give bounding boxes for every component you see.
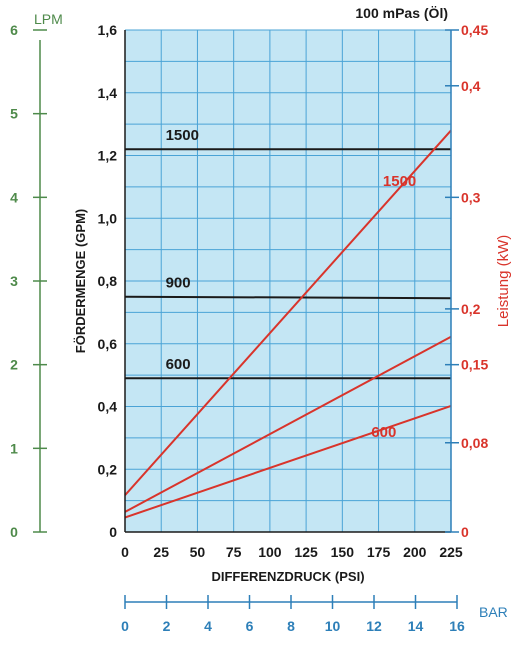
bar-tick-label: 2 (163, 618, 171, 634)
bar-tick-label: 8 (287, 618, 295, 634)
y2-tick-label: 0,45 (461, 22, 488, 38)
lpm-tick-label: 0 (10, 524, 18, 540)
lpm-tick-label: 4 (10, 189, 18, 205)
y-tick-label: 1,6 (98, 22, 118, 38)
x-tick-label: 125 (294, 544, 318, 560)
power-series-label: 600 (371, 424, 396, 441)
y-tick-label: 0,6 (98, 336, 118, 352)
x-tick-label: 75 (226, 544, 242, 560)
y-tick-label: 1,0 (98, 210, 118, 226)
y-tick-label: 0,2 (98, 461, 118, 477)
x-tick-label: 25 (153, 544, 169, 560)
bar-tick-label: 4 (204, 618, 212, 634)
lpm-tick-label: 5 (10, 106, 18, 122)
flow-series-label: 900 (166, 274, 191, 291)
lpm-tick-label: 2 (10, 357, 18, 373)
y2-tick-label: 0,4 (461, 78, 481, 94)
y-tick-label: 0 (109, 524, 117, 540)
power-line-1500 (124, 129, 452, 496)
bar-tick-label: 16 (449, 618, 465, 634)
y-tick-label: 1,2 (98, 148, 118, 164)
bar-axis-label: BAR (479, 604, 508, 620)
bar-tick-label: 6 (246, 618, 254, 634)
y2-tick-label: 0,08 (461, 435, 488, 451)
bar-tick-label: 14 (408, 618, 424, 634)
chart-title: 100 mPas (Öl) (355, 5, 448, 21)
x-tick-label: 175 (367, 544, 391, 560)
power-series-label: 1500 (383, 173, 416, 190)
y2-axis-label: Leistung (kW) (495, 235, 512, 328)
bar-tick-label: 10 (325, 618, 341, 634)
y-tick-label: 1,4 (98, 85, 118, 101)
chart-marks: 1500 900 600 1500 600 (124, 127, 452, 519)
flow-line-900 (124, 295, 452, 300)
flow-series-label: 600 (166, 356, 191, 373)
y2-tick-label: 0,15 (461, 357, 488, 373)
lpm-tick-label: 6 (10, 22, 18, 38)
y-axis-label: FÖRDERMENGE (GPM) (73, 209, 88, 353)
lpm-tick-label: 3 (10, 273, 18, 289)
y2-tick-label: 0,2 (461, 301, 481, 317)
x-tick-label: 150 (331, 544, 355, 560)
y2-tick-label: 0,3 (461, 189, 481, 205)
x-axis-label: DIFFERENZDRUCK (PSI) (211, 569, 364, 584)
y-tick-label: 0,4 (98, 399, 118, 415)
x-tick-label: 200 (403, 544, 427, 560)
lpm-axis-label: LPM (34, 11, 63, 27)
power-line-600 (124, 404, 452, 519)
y-tick-label: 0,8 (98, 273, 118, 289)
y2-tick-label: 0 (461, 524, 469, 540)
flow-series-label: 1500 (166, 127, 199, 144)
bar-tick-label: 12 (366, 618, 382, 634)
power-line-series-1 (124, 335, 452, 513)
lpm-tick-label: 1 (10, 440, 18, 456)
x-tick-label: 100 (258, 544, 282, 560)
x-tick-label: 225 (439, 544, 463, 560)
bar-tick-label: 0 (121, 618, 129, 634)
x-tick-label: 0 (121, 544, 129, 560)
x-tick-label: 50 (190, 544, 206, 560)
axes: 00,20,40,60,81,01,21,41,60 25 50 75 100 125 15… (10, 22, 488, 634)
